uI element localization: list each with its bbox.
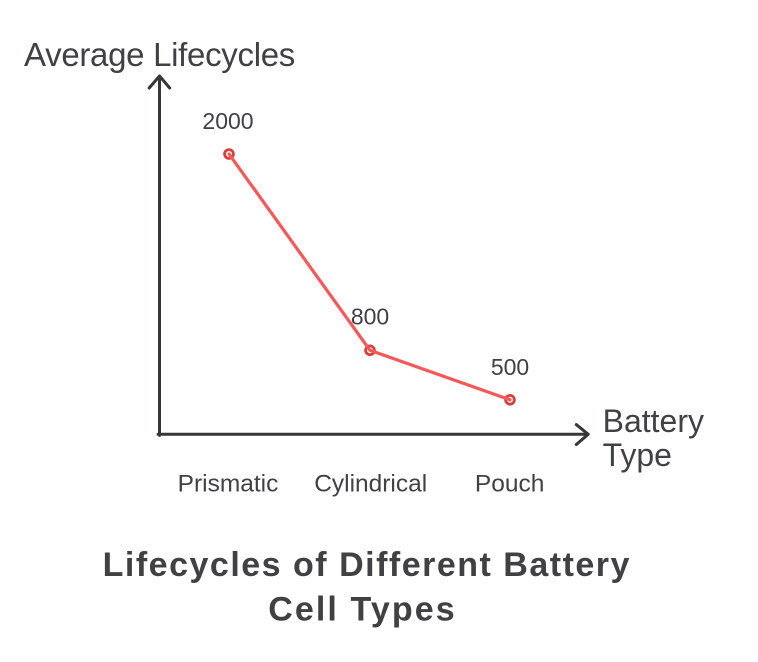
svg-text:Pouch: Pouch <box>475 471 544 498</box>
svg-text:Lifecycles of Different Batter: Lifecycles of Different Battery <box>103 546 631 584</box>
svg-text:Average Lifecycles: Average Lifecycles <box>24 36 295 73</box>
svg-text:Type: Type <box>603 437 672 473</box>
svg-text:2000: 2000 <box>202 108 253 134</box>
svg-text:Prismatic: Prismatic <box>178 471 279 498</box>
svg-text:Battery: Battery <box>603 403 704 439</box>
svg-text:800: 800 <box>351 303 389 329</box>
svg-text:Cell Types: Cell Types <box>268 590 457 628</box>
svg-text:Cylindrical: Cylindrical <box>314 471 427 498</box>
svg-text:500: 500 <box>491 354 529 380</box>
